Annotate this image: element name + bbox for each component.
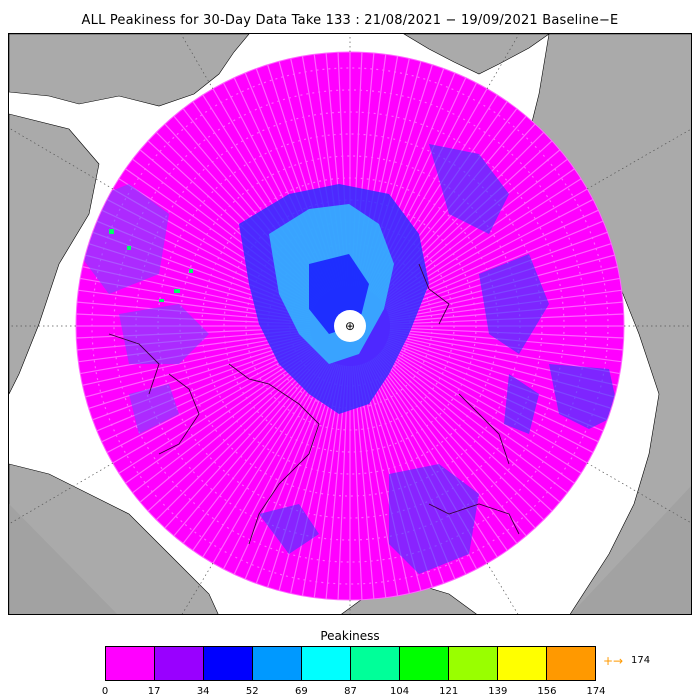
- colorbar-segment: [155, 647, 204, 680]
- colorbar-tick-label: 0: [101, 686, 109, 697]
- colorbar-segment: [351, 647, 400, 680]
- polar-map: ⊕: [9, 34, 691, 614]
- colorbar-title: Peakiness: [320, 629, 380, 643]
- colorbar-segment: [106, 647, 155, 680]
- southern-blue-patches: [259, 464, 479, 574]
- overflow-arrow-icon: +→: [603, 654, 624, 668]
- colorbar-tick-label: 52: [245, 686, 259, 697]
- colorbar-tick-label: 69: [295, 686, 308, 697]
- colorbar-segment: [400, 647, 449, 680]
- green-speckles: [109, 229, 193, 302]
- colorbar-tick-label: 174: [586, 686, 606, 697]
- map-title: ALL Peakiness for 30-Day Data Take 133 :…: [81, 13, 619, 28]
- colorbar-segment: [253, 647, 302, 680]
- east-patches: [429, 144, 619, 434]
- colorbar-tick-label: 139: [488, 686, 508, 697]
- pole-marker: ⊕: [345, 319, 355, 333]
- land-north-west: [9, 34, 250, 107]
- land-west: [9, 113, 100, 395]
- colorbar: [105, 646, 596, 681]
- colorbar-segment: [449, 647, 498, 680]
- colorbar-segment: [498, 647, 547, 680]
- colorbar-segment: [547, 647, 595, 680]
- land-north-east: [403, 34, 550, 75]
- graticule: [9, 34, 691, 614]
- colorbar-segment: [302, 647, 351, 680]
- map-panel: ⊕: [8, 33, 692, 615]
- coastlines: [108, 263, 520, 545]
- colorbar-tick-label: 104: [390, 686, 410, 697]
- colorbar-tick-label: 121: [439, 686, 459, 697]
- pole-hole: [334, 310, 366, 342]
- colorbar-tick-label: 17: [147, 686, 161, 697]
- overflow-label: 174: [631, 655, 651, 666]
- colorbar-tick-label: 87: [344, 686, 357, 697]
- colorbar-segment: [204, 647, 253, 680]
- colorbar-tick-label: 34: [196, 686, 210, 697]
- colorbar-tick-label: 156: [537, 686, 557, 697]
